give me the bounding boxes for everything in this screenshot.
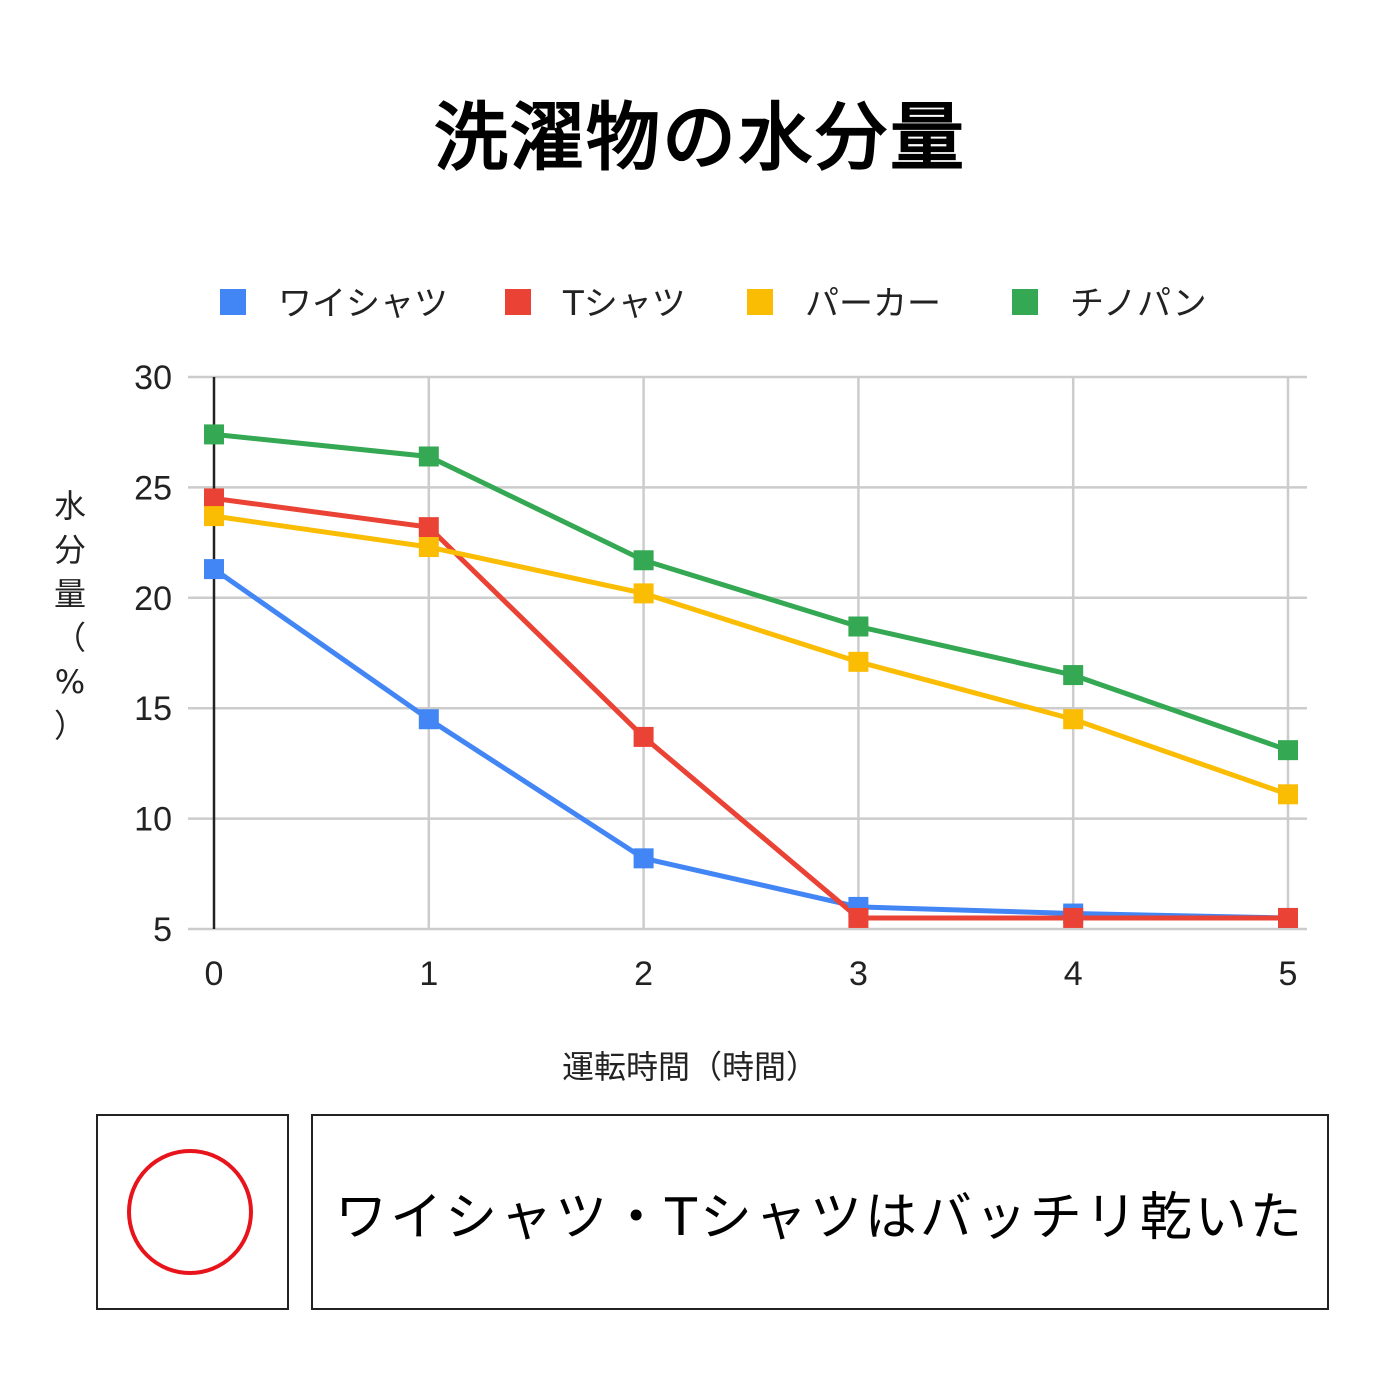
legend-label: チノパン [1070, 284, 1207, 324]
legend: ワイシャツ Tシャツ パーカー チノパン [220, 284, 1207, 324]
x-tick-label: 0 [205, 955, 224, 993]
grid-lines [188, 375, 1307, 931]
data-point [204, 506, 224, 527]
y-tick-labels: 5 10 15 20 25 30 [134, 359, 172, 949]
data-point [633, 550, 654, 571]
series-line-1 [213, 495, 1288, 921]
legend-label: Tシャツ [562, 284, 686, 324]
y-tick-label: 5 [153, 911, 172, 949]
y-tick-label: 25 [134, 469, 172, 507]
data-point [1278, 784, 1298, 805]
x-tick-label: 4 [1064, 955, 1083, 993]
data-point [633, 726, 654, 747]
y-axis-title: 水分量（%） [54, 487, 86, 745]
legend-swatch [747, 289, 773, 315]
red-circle-icon [127, 1149, 253, 1275]
y-tick-label: 10 [134, 801, 172, 839]
y-tick-label: 20 [134, 580, 172, 618]
data-point [418, 446, 439, 467]
verdict-comment-box: ワイシャツ・Tシャツはバッチリ乾いた [311, 1114, 1329, 1310]
legend-swatch [220, 289, 246, 315]
data-point [1063, 665, 1084, 686]
chart-title: 洗濯物の水分量 [434, 95, 966, 181]
series-line-0 [212, 567, 1289, 921]
line-chart: 5 10 15 20 25 30 0 1 2 3 4 5 ワイシャツ Tシャツ パーカー チノパン 水分量… [54, 284, 1307, 1086]
series-points [204, 424, 1298, 928]
data-point [848, 907, 869, 928]
series-line-3 [213, 431, 1289, 753]
data-point [633, 583, 654, 604]
legend-label: ワイシャツ [278, 284, 448, 324]
data-point [1063, 907, 1084, 928]
y-tick-label: 30 [134, 359, 172, 397]
data-point [848, 651, 869, 672]
x-tick-label: 5 [1279, 955, 1298, 993]
data-point [848, 616, 869, 637]
legend-label: パーカー [805, 284, 941, 324]
legend-swatch [505, 289, 531, 315]
legend-swatch [1012, 289, 1038, 315]
y-axis-title-text: 水分量（%） [54, 487, 86, 745]
data-point [1278, 907, 1298, 928]
data-point [204, 488, 224, 509]
x-tick-label: 2 [634, 955, 653, 993]
data-point [1063, 709, 1084, 730]
data-point [633, 848, 654, 869]
data-point [1278, 740, 1298, 761]
y-tick-label: 15 [134, 690, 172, 728]
data-point [204, 424, 224, 445]
series-lines [212, 431, 1289, 921]
x-tick-label: 3 [849, 955, 868, 993]
data-point [418, 537, 439, 558]
verdict-comment: ワイシャツ・Tシャツはバッチリ乾いた [335, 1187, 1305, 1248]
data-point [204, 559, 224, 580]
series-line-2 [213, 513, 1289, 797]
x-tick-labels: 0 1 2 3 4 5 [205, 955, 1298, 993]
x-axis-title: 運転時間（時間） [562, 1048, 818, 1086]
x-tick-label: 1 [419, 955, 438, 993]
data-point [418, 709, 439, 730]
verdict-mark-box [96, 1114, 289, 1310]
data-point [418, 517, 439, 538]
